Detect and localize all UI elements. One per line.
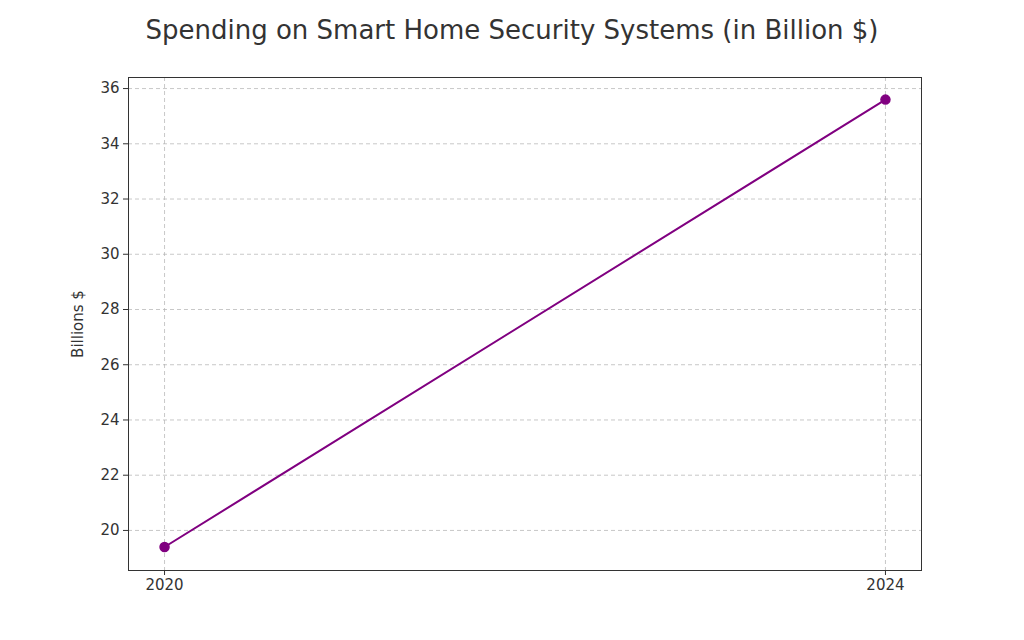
svg-text:36: 36 xyxy=(100,79,119,97)
html-text:Spending on Smart Home Securit: Spending on Smart Home Security Systems … xyxy=(145,15,879,45)
svg-text:30: 30 xyxy=(100,245,119,263)
svg-text:Billions $: Billions $ xyxy=(69,290,87,358)
svg-text:24: 24 xyxy=(100,411,119,429)
svg-text:34: 34 xyxy=(100,135,119,153)
svg-text:20: 20 xyxy=(100,521,119,539)
svg-text:2020: 2020 xyxy=(145,576,183,594)
svg-text:26: 26 xyxy=(100,356,119,374)
svg-text:32: 32 xyxy=(100,190,119,208)
svg-text:28: 28 xyxy=(100,300,119,318)
svg-text:2024: 2024 xyxy=(866,576,904,594)
svg-text:22: 22 xyxy=(100,466,119,484)
